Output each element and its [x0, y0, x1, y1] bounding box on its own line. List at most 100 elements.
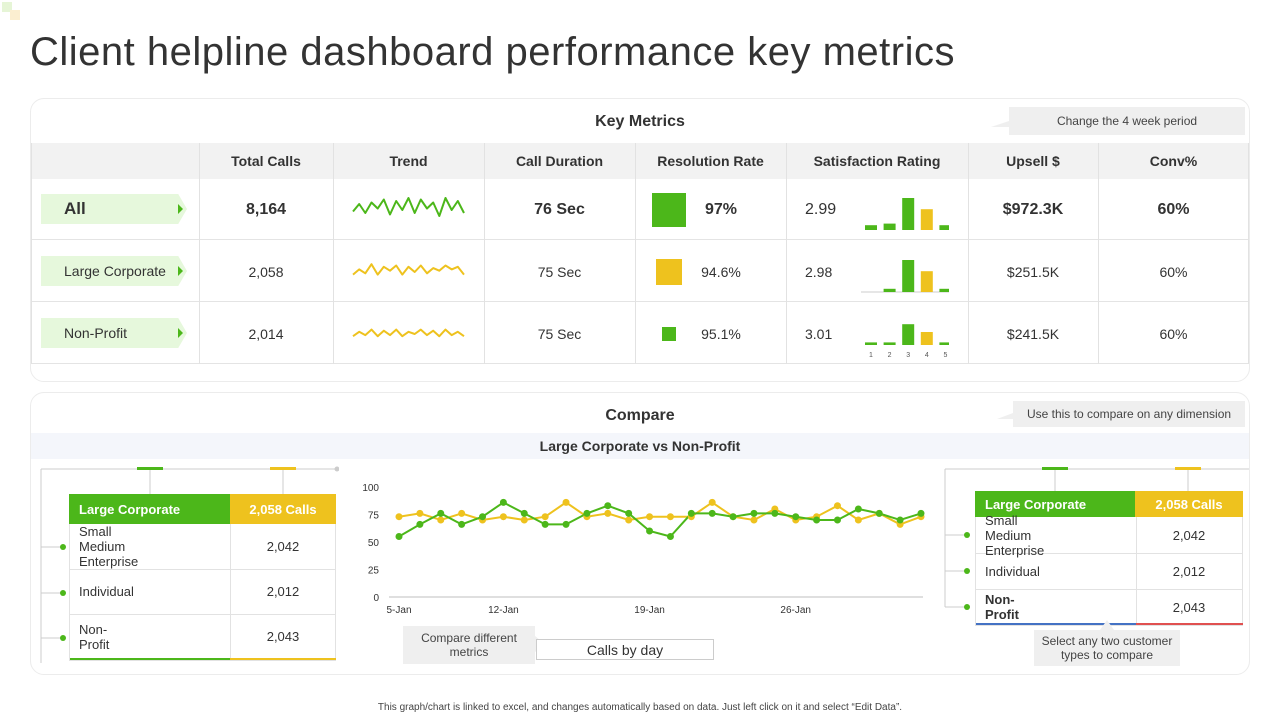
data-point: [604, 502, 612, 510]
data-point: [520, 516, 528, 524]
data-point: [562, 498, 570, 506]
left-table-row-value: 2,012: [266, 584, 300, 599]
data-point: [458, 520, 466, 528]
data-point: [499, 498, 507, 506]
segment-label: All: [64, 199, 86, 218]
grid-line: [1098, 143, 1099, 364]
satisfaction-value: 3.01: [805, 325, 833, 342]
upsell-value: $251.5K: [1006, 263, 1060, 280]
data-point: [708, 498, 716, 506]
rating-bar: [920, 332, 933, 345]
resolution-rate-value: 94.6%: [701, 263, 741, 280]
conv-value: 60%: [1157, 200, 1190, 218]
x-tick-label: 19-Jan: [634, 605, 665, 616]
grid-line: [199, 143, 200, 364]
compare-panel: Compare Use this to compare on any dimen…: [30, 392, 1250, 675]
key-metrics-header-row: Total Calls Trend Call Duration Resoluti…: [31, 143, 1249, 179]
grid-line: [968, 143, 969, 364]
data-point: [562, 520, 570, 528]
segment-tag-all[interactable]: All: [41, 194, 187, 224]
series-line: [398, 501, 922, 538]
data-point: [917, 509, 925, 517]
right-table-header-segment: Large Corporate: [975, 491, 1135, 517]
data-point: [854, 516, 862, 524]
rating-bar: [939, 225, 949, 230]
compare-subtitle: Large Corporate vs Non-Profit: [31, 433, 1249, 459]
data-point: [520, 509, 528, 517]
right-table-header-calls: 2,058 Calls: [1135, 491, 1243, 517]
grid-line: [786, 143, 787, 364]
period-callout[interactable]: Change the 4 week period: [991, 107, 1245, 135]
right-table-row-value: 2,012: [1172, 563, 1206, 579]
grid-line: [333, 143, 334, 364]
rating-bar: [920, 209, 933, 230]
col-resolution-rate: Resolution Rate: [657, 153, 764, 169]
data-point: [666, 533, 674, 540]
rating-label: 4: [925, 352, 929, 359]
right-table-row-label[interactable]: Individual: [985, 563, 1040, 579]
left-table-row-label[interactable]: Small Medium Enterprise: [79, 524, 139, 569]
left-table-header-segment: Large Corporate: [69, 494, 230, 524]
dimension-callout[interactable]: Use this to compare on any dimension: [997, 401, 1245, 427]
calls-by-day-chart[interactable]: 0 25 50 75 100 5-Jan 12-Jan 19-Jan 26-Jan: [349, 477, 931, 617]
data-point: [583, 509, 591, 517]
rating-bar: [883, 223, 896, 230]
left-table-row-label[interactable]: Individual: [79, 584, 134, 599]
data-point: [875, 509, 883, 517]
footer-note: This graph/chart is linked to excel, and…: [377, 702, 903, 713]
metrics-callout[interactable]: Compare different metrics: [403, 626, 545, 664]
right-table-row-label-selected[interactable]: Non-Profit: [985, 592, 1019, 622]
right-table-row-value: 2,042: [1172, 527, 1206, 543]
data-point: [625, 509, 633, 517]
left-table-row-label[interactable]: Non-Profit: [79, 621, 110, 652]
trend-line: [352, 263, 465, 276]
call-duration-value: 75 Sec: [537, 263, 582, 280]
data-point: [813, 516, 821, 524]
satisfaction-value: 2.98: [805, 263, 833, 280]
right-table-row-value: 2,043: [1172, 599, 1206, 615]
rating-distribution-chart: [865, 198, 949, 230]
metrics-row-all[interactable]: All 8,164 76 Sec 97% 2.99 $972.3K 60%: [31, 179, 1249, 240]
conv-value: 60%: [1159, 325, 1188, 342]
call-duration-value: 75 Sec: [537, 325, 582, 342]
rating-bar: [902, 260, 915, 292]
col-call-duration: Call Duration: [515, 153, 604, 169]
key-metrics-title: Key Metrics: [595, 113, 685, 130]
rating-bar: [902, 324, 915, 345]
segment-tag-non-profit[interactable]: Non-Profit: [41, 318, 187, 348]
y-tick-label: 100: [362, 483, 379, 494]
metrics-row-non-profit[interactable]: Non-Profit 2,014 75 Sec 95.1% 3.01 1 2 3 4 5…: [31, 303, 1249, 364]
select-callout-text: Select any two customer types to compare: [1041, 634, 1173, 662]
satisfaction-value: 2.99: [805, 200, 837, 218]
right-table-row-label[interactable]: Small Medium Enterprise: [985, 512, 1045, 558]
corner-decoration: [2, 2, 22, 22]
trend-sparkline: [352, 328, 465, 338]
left-table-connectors: [40, 466, 339, 663]
trend-sparkline: [352, 263, 465, 276]
data-point: [479, 513, 487, 521]
segment-tag-large-corporate[interactable]: Large Corporate: [41, 256, 187, 286]
data-point: [416, 509, 424, 517]
right-table-connectors: [944, 467, 1249, 610]
y-tick-label: 0: [373, 593, 379, 604]
metrics-row-large-corporate[interactable]: Large Corporate 2,058 75 Sec 94.6% 2.98 …: [31, 241, 1249, 302]
data-point: [541, 513, 549, 521]
left-table-header-calls: 2,058 Calls: [230, 494, 336, 524]
data-point: [416, 520, 424, 528]
key-metrics-panel: Key Metrics Change the 4 week period Tot…: [30, 98, 1250, 382]
rating-label: 3: [906, 352, 910, 359]
data-point: [604, 509, 612, 517]
col-upsell: Upsell $: [1006, 153, 1060, 169]
data-point: [395, 533, 403, 540]
col-trend: Trend: [389, 153, 428, 169]
grid-line: [1248, 143, 1249, 364]
data-point: [395, 513, 403, 521]
rating-distribution-chart: 1 2 3 4 5: [865, 324, 949, 359]
select-callout[interactable]: Select any two customer types to compare: [1034, 620, 1180, 666]
metrics-callout-text: Compare different metrics: [421, 631, 517, 659]
data-point: [896, 516, 904, 524]
left-table-row-value: 2,042: [266, 539, 300, 554]
calls-by-day-label[interactable]: Calls by day: [536, 639, 714, 660]
segment-label: Large Corporate: [64, 263, 166, 279]
data-point: [750, 516, 758, 524]
